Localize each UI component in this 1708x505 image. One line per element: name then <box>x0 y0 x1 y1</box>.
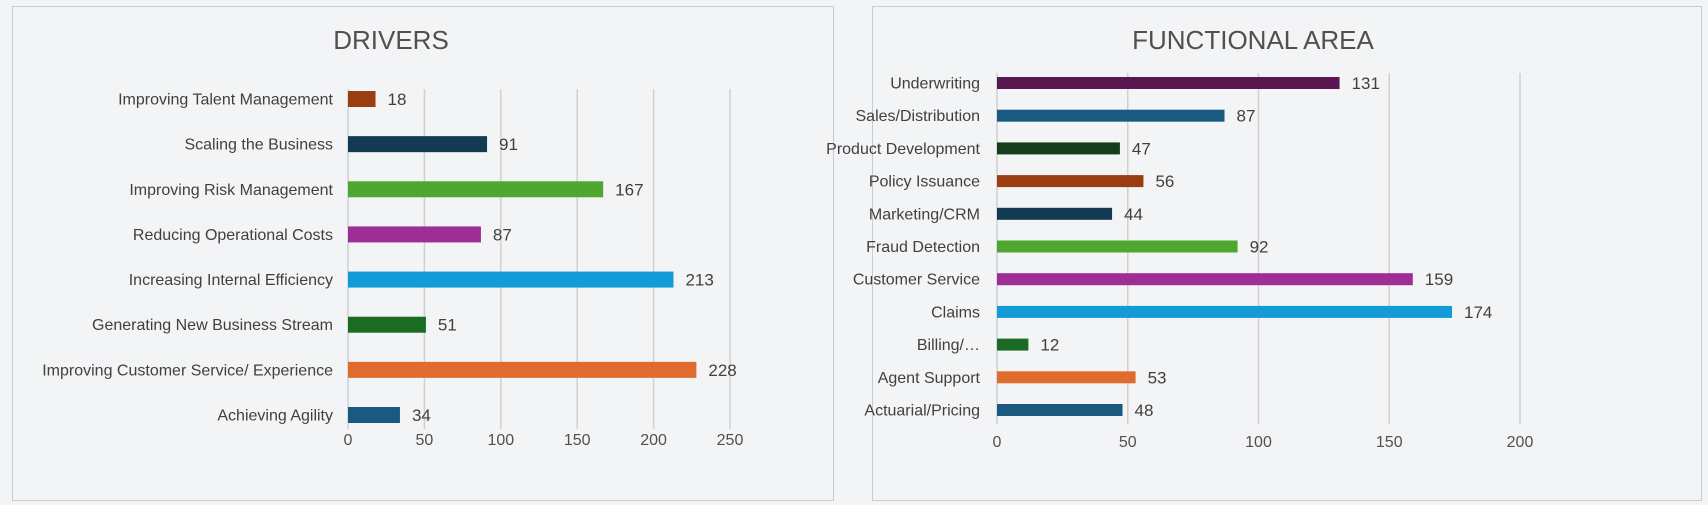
drivers-bar <box>348 361 697 378</box>
functional-area-bar <box>997 273 1413 286</box>
drivers-bar <box>348 91 376 107</box>
functional-area-chart-title: FUNCTIONAL AREA <box>1132 25 1374 55</box>
functional-area-category-label: Agent Support <box>878 370 981 387</box>
drivers-category-label: Increasing Internal Efficiency <box>129 272 333 289</box>
drivers-category-label: Improving Talent Management <box>118 92 333 109</box>
functional-area-value-label: 56 <box>1155 172 1174 191</box>
drivers-category-label: Achieving Agility <box>217 408 333 425</box>
functional-area-chart-panel: FUNCTIONAL AREA 0 50 100 150 200 Underwriting 1… <box>826 6 1702 501</box>
drivers-chart: DRIVERS 0 50 100 150 200 250 Improving Talent M… <box>42 25 744 449</box>
functional-area-value-label: 48 <box>1135 401 1154 420</box>
drivers-category-label: Scaling the Business <box>184 137 333 154</box>
drivers-bar <box>348 136 488 153</box>
drivers-x-tick-label: 150 <box>564 432 591 449</box>
functional-area-value-label: 44 <box>1124 205 1143 224</box>
drivers-value-label: 228 <box>708 361 736 380</box>
functional-area-bar <box>997 305 1453 318</box>
functional-area-value-label: 92 <box>1250 238 1269 257</box>
functional-area-category-label: Policy Issuance <box>869 174 980 191</box>
drivers-value-label: 91 <box>499 135 518 154</box>
drivers-bar <box>348 226 481 243</box>
functional-area-x-tick-label: 200 <box>1507 434 1534 451</box>
functional-area-x-tick-label: 150 <box>1376 434 1403 451</box>
drivers-chart-panel: DRIVERS 0 50 100 150 200 250 Improving Talent M… <box>12 6 834 501</box>
functional-area-value-label: 131 <box>1352 74 1380 93</box>
drivers-x-tick-label: 0 <box>344 432 353 449</box>
functional-area-value-label: 12 <box>1040 336 1059 355</box>
functional-area-x-tick-label: 0 <box>993 434 1002 451</box>
functional-area-bar <box>997 338 1029 351</box>
functional-area-bar <box>997 207 1113 220</box>
functional-area-bar <box>997 109 1225 122</box>
functional-area-bar <box>997 240 1238 253</box>
functional-area-x-tick-label: 50 <box>1119 434 1137 451</box>
functional-area-value-label: 47 <box>1132 139 1151 158</box>
functional-area-category-label: Claims <box>931 304 980 321</box>
functional-area-category-label: Billing/… <box>917 337 980 354</box>
drivers-x-tick-label: 200 <box>640 432 667 449</box>
drivers-bar <box>348 181 604 198</box>
drivers-value-label: 18 <box>388 90 407 109</box>
functional-area-bar <box>997 77 1340 89</box>
functional-area-category-label: Customer Service <box>853 272 980 289</box>
functional-area-value-label: 159 <box>1425 270 1453 289</box>
drivers-chart-title: DRIVERS <box>333 25 449 55</box>
drivers-category-label: Reducing Operational Costs <box>133 227 333 244</box>
drivers-category-label: Improving Risk Management <box>129 182 333 199</box>
drivers-category-label: Generating New Business Stream <box>92 317 333 334</box>
functional-area-value-label: 53 <box>1148 368 1167 387</box>
functional-area-category-label: Sales/Distribution <box>856 108 981 125</box>
drivers-bar <box>348 407 400 423</box>
drivers-x-tick-label: 100 <box>487 432 514 449</box>
functional-area-value-label: 87 <box>1237 107 1256 126</box>
drivers-bar <box>348 316 426 333</box>
drivers-value-label: 34 <box>412 406 431 425</box>
drivers-value-label: 167 <box>615 180 643 199</box>
functional-area-value-label: 174 <box>1464 303 1492 322</box>
functional-area-bar <box>997 175 1144 188</box>
drivers-bar <box>348 271 674 288</box>
functional-area-chart: FUNCTIONAL AREA 0 50 100 150 200 Underwriting 1… <box>826 25 1534 451</box>
functional-area-category-label: Fraud Detection <box>866 239 980 256</box>
functional-area-bar <box>997 371 1136 384</box>
functional-area-category-label: Underwriting <box>890 76 980 93</box>
functional-area-category-label: Actuarial/Pricing <box>864 403 980 420</box>
functional-area-x-tick-label: 100 <box>1245 434 1272 451</box>
drivers-value-label: 51 <box>438 316 457 335</box>
drivers-value-label: 87 <box>493 225 512 244</box>
drivers-category-label: Improving Customer Service/ Experience <box>42 362 333 379</box>
functional-area-bar <box>997 404 1123 416</box>
functional-area-bar <box>997 142 1120 155</box>
functional-area-category-label: Marketing/CRM <box>869 206 980 223</box>
drivers-value-label: 213 <box>685 271 713 290</box>
drivers-x-tick-label: 250 <box>717 432 744 449</box>
drivers-x-tick-label: 50 <box>416 432 434 449</box>
functional-area-category-label: Product Development <box>826 141 980 158</box>
